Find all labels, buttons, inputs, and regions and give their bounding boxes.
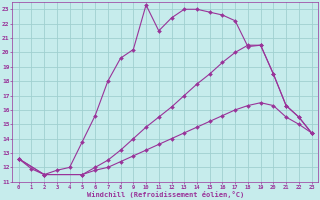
X-axis label: Windchill (Refroidissement éolien,°C): Windchill (Refroidissement éolien,°C) xyxy=(86,191,244,198)
